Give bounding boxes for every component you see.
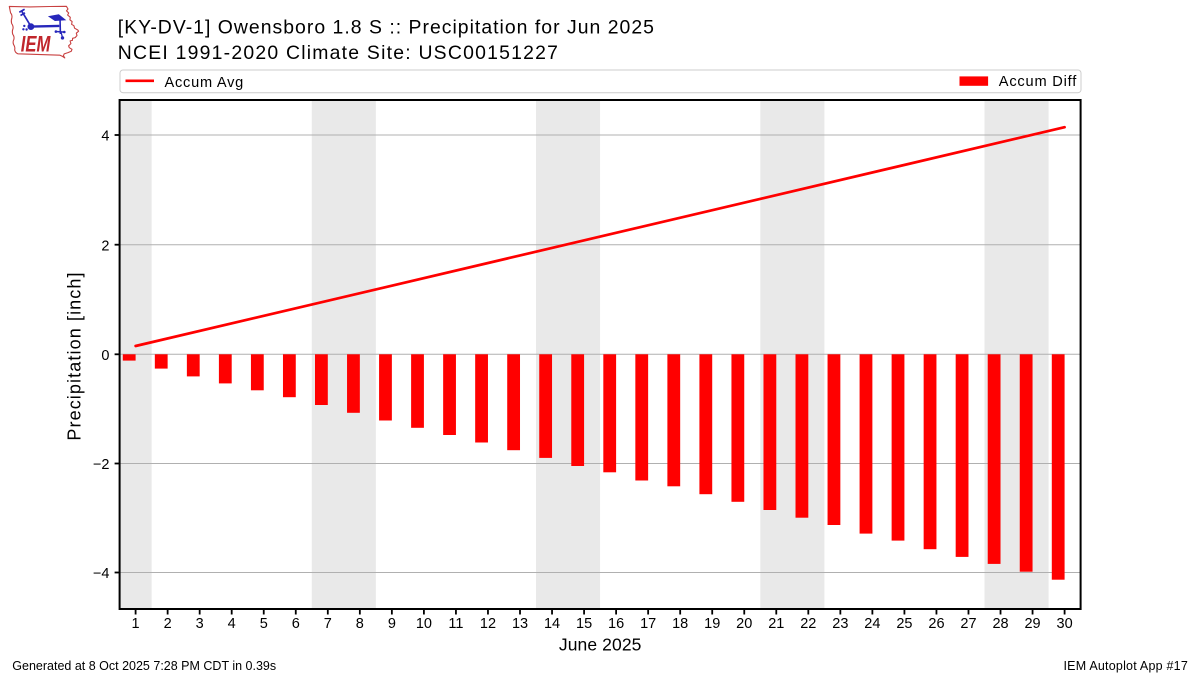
- svg-text:8: 8: [356, 616, 364, 632]
- svg-text:7: 7: [324, 616, 332, 632]
- svg-text:2: 2: [164, 616, 172, 632]
- svg-text:22: 22: [800, 616, 816, 632]
- svg-text:13: 13: [512, 616, 528, 632]
- svg-text:18: 18: [672, 616, 688, 632]
- svg-text:25: 25: [896, 616, 912, 632]
- svg-text:2: 2: [101, 238, 109, 254]
- svg-text:IEM Autoplot App #17: IEM Autoplot App #17: [1063, 659, 1188, 673]
- svg-text:Generated at 8 Oct 2025 7:28 P: Generated at 8 Oct 2025 7:28 PM CDT in 0…: [12, 659, 276, 673]
- svg-text:0: 0: [101, 348, 109, 364]
- svg-text:Precipitation [inch]: Precipitation [inch]: [65, 271, 85, 440]
- svg-text:21: 21: [768, 616, 784, 632]
- svg-text:15: 15: [576, 616, 592, 632]
- svg-text:10: 10: [416, 616, 432, 632]
- svg-text:23: 23: [832, 616, 848, 632]
- svg-text:−2: −2: [93, 457, 110, 473]
- svg-text:27: 27: [960, 616, 976, 632]
- svg-text:1: 1: [132, 616, 140, 632]
- svg-text:Accum Avg: Accum Avg: [165, 75, 244, 91]
- svg-text:14: 14: [544, 616, 560, 632]
- svg-text:5: 5: [260, 616, 268, 632]
- svg-text:4: 4: [101, 129, 109, 145]
- svg-text:IEM: IEM: [21, 32, 51, 57]
- svg-text:Accum Diff: Accum Diff: [999, 74, 1077, 90]
- svg-text:30: 30: [1057, 616, 1073, 632]
- svg-text:6: 6: [292, 616, 300, 632]
- svg-text:29: 29: [1024, 616, 1040, 632]
- svg-text:19: 19: [704, 616, 720, 632]
- svg-text:June 2025: June 2025: [559, 635, 642, 655]
- svg-text:−4: −4: [93, 566, 110, 582]
- svg-text:28: 28: [992, 616, 1008, 632]
- svg-text:16: 16: [608, 616, 624, 632]
- svg-text:24: 24: [864, 616, 880, 632]
- svg-text:26: 26: [928, 616, 944, 632]
- svg-text:4: 4: [228, 616, 236, 632]
- svg-text:9: 9: [388, 616, 396, 632]
- svg-text:11: 11: [448, 616, 463, 632]
- svg-text:3: 3: [196, 616, 204, 632]
- svg-text:12: 12: [480, 616, 496, 632]
- svg-text:NCEI 1991-2020 Climate Site: U: NCEI 1991-2020 Climate Site: USC00151227: [118, 42, 559, 64]
- svg-text:17: 17: [640, 616, 656, 632]
- svg-text:20: 20: [736, 616, 752, 632]
- svg-text:[KY-DV-1] Owensboro 1.8 S :: P: [KY-DV-1] Owensboro 1.8 S :: Precipitati…: [118, 17, 655, 39]
